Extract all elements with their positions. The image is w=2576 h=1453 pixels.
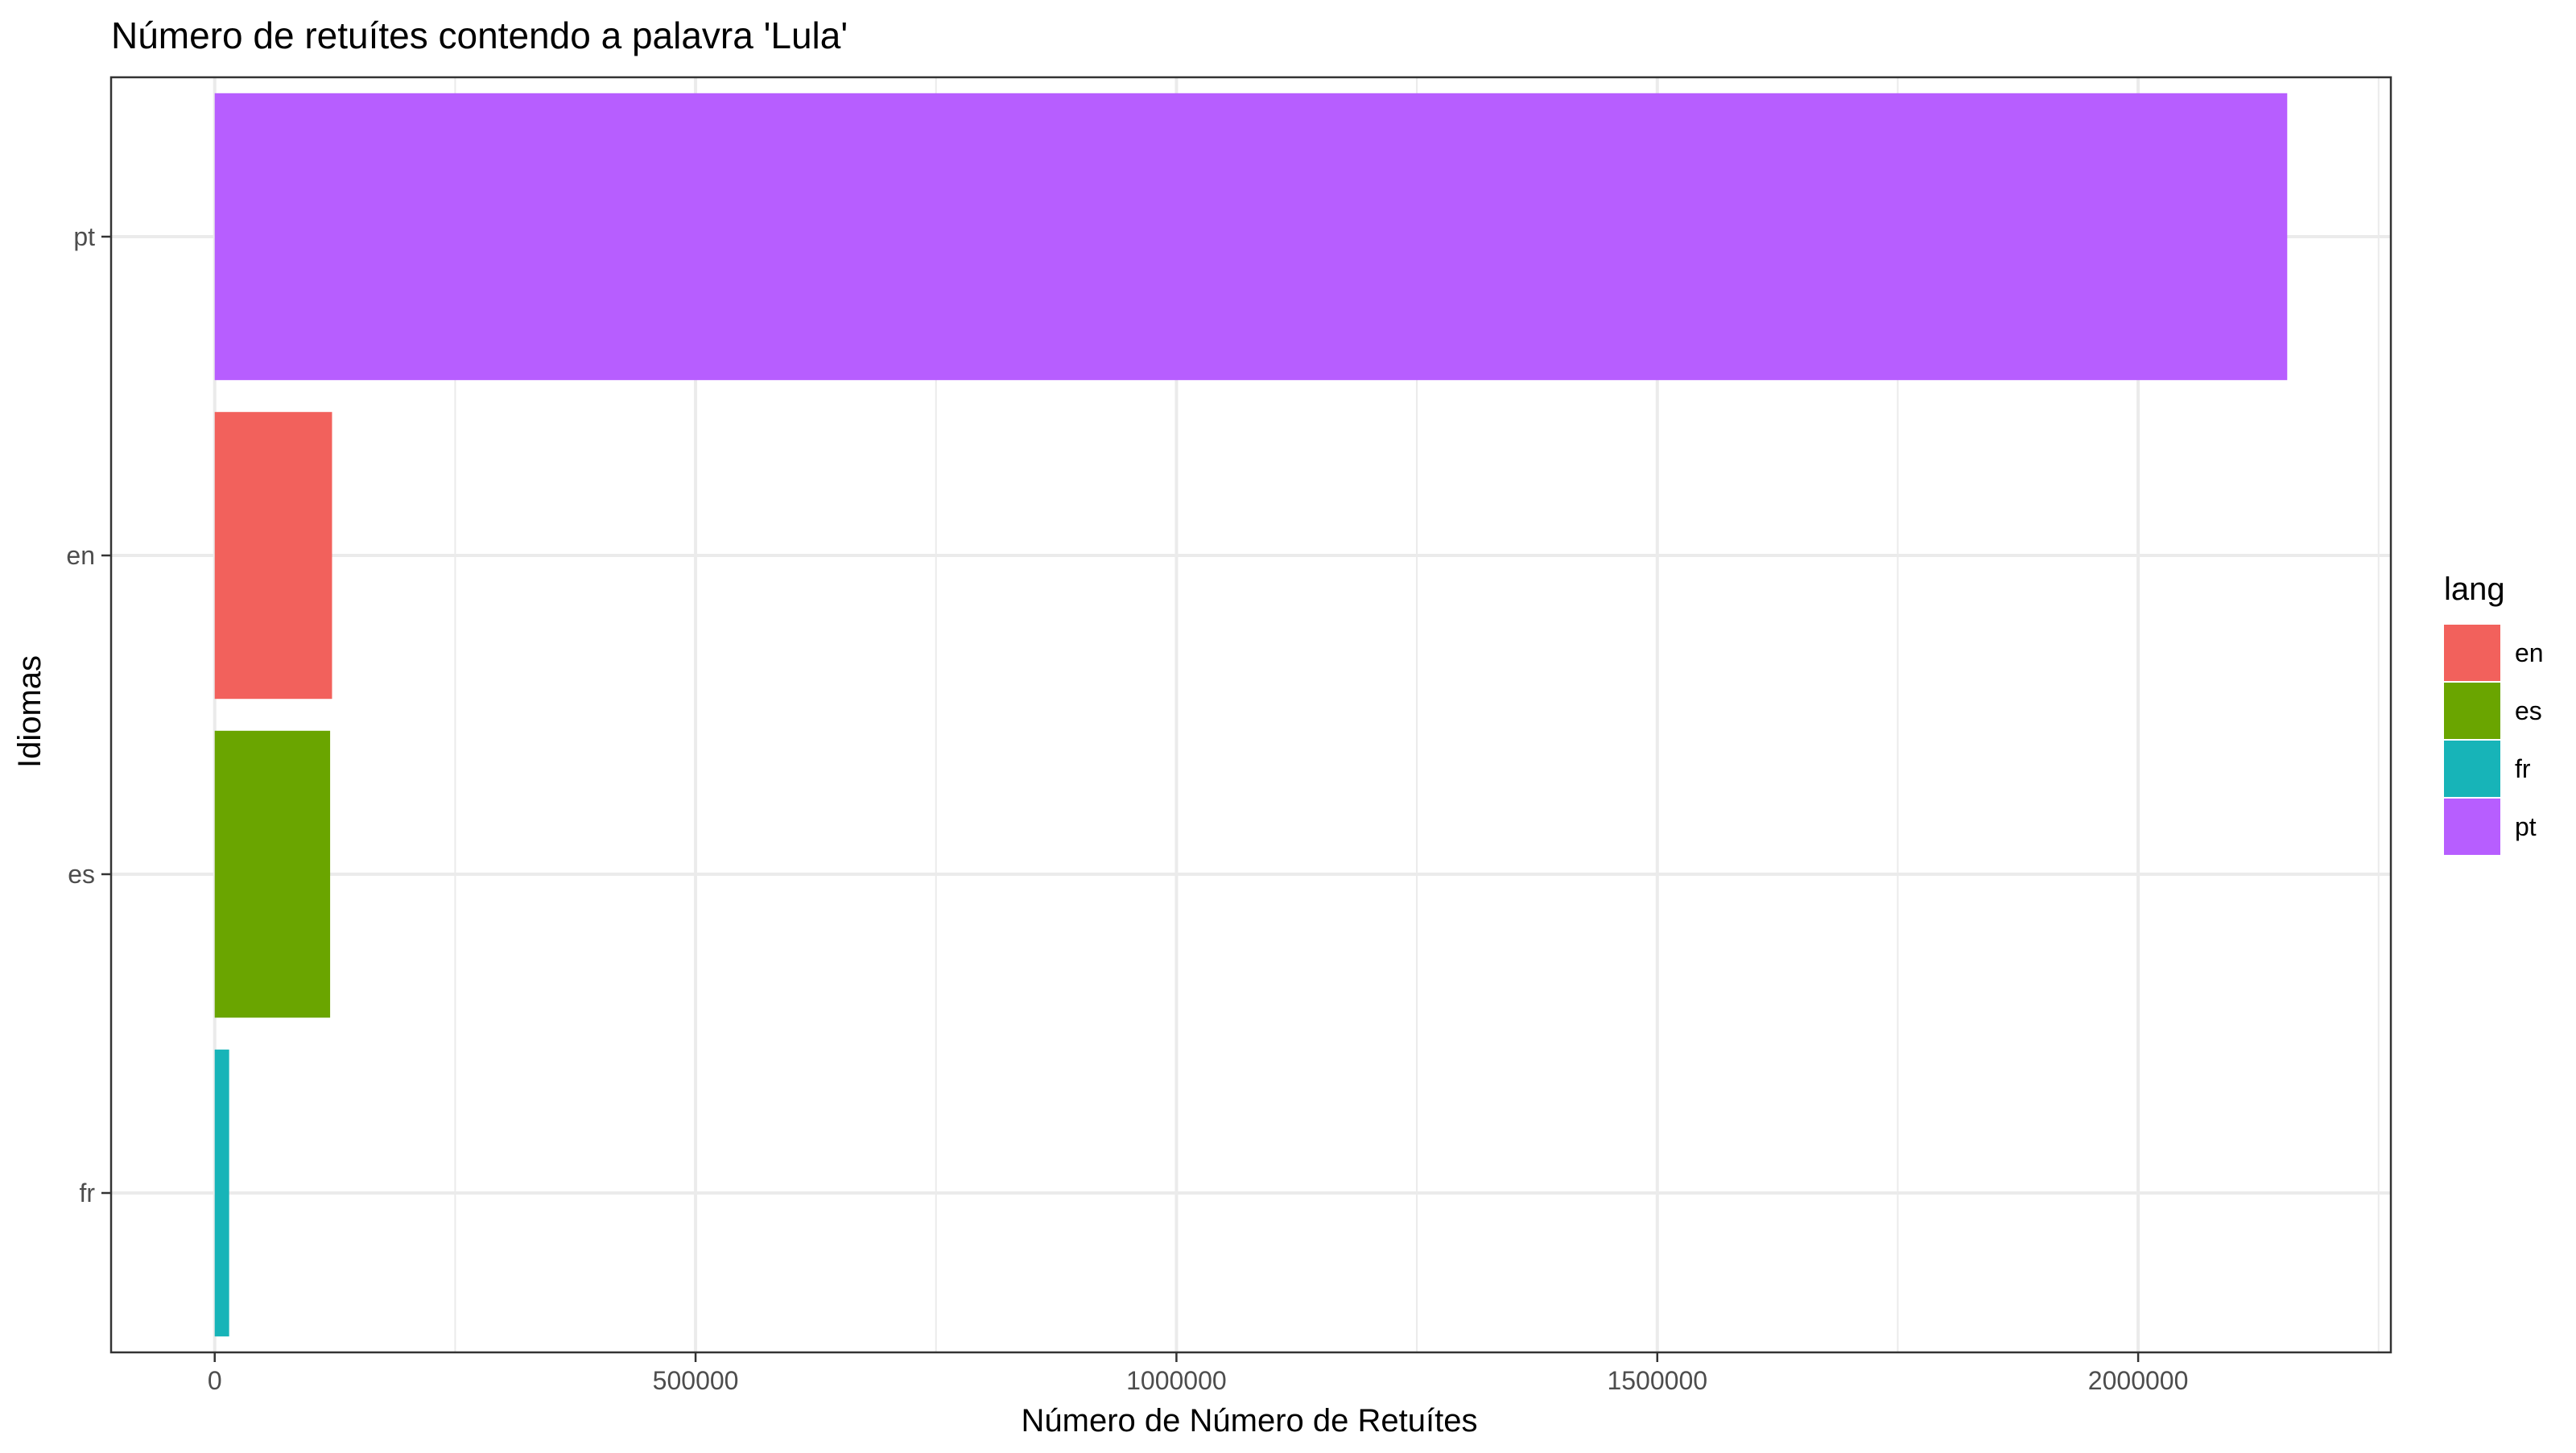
y-tick-label: en: [66, 541, 95, 570]
x-tick-label: 1500000: [1607, 1366, 1707, 1395]
y-tick-label: es: [68, 860, 95, 889]
y-tick-label: fr: [79, 1178, 95, 1207]
legend-key-en: [2444, 625, 2500, 681]
legend-label-en: en: [2515, 638, 2544, 667]
legend-label-pt: pt: [2515, 812, 2537, 841]
legend-label-fr: fr: [2515, 754, 2531, 783]
legend-title: lang: [2444, 572, 2505, 607]
bar-fr: [214, 1049, 229, 1337]
y-tick-label: pt: [73, 222, 95, 251]
plot-panel-border: [109, 76, 2392, 1354]
legend-key-pt: [2444, 799, 2500, 855]
bar-es: [214, 730, 331, 1018]
x-tick-label: 500000: [653, 1366, 739, 1395]
bars: [214, 93, 2288, 1337]
legend-items: en es fr pt: [2444, 625, 2544, 855]
y-axis: pt en es fr: [66, 222, 111, 1207]
chart-title: Número de retuítes contendo a palavra 'L…: [111, 14, 848, 56]
x-tick-label: 0: [208, 1366, 222, 1395]
x-axis-label: Número de Número de Retuítes: [1022, 1403, 1478, 1439]
bar-pt: [214, 93, 2288, 381]
legend-key-fr: [2444, 741, 2500, 797]
bar-en: [214, 411, 332, 700]
x-tick-label: 1000000: [1126, 1366, 1227, 1395]
legend-label-es: es: [2515, 696, 2542, 725]
legend-key-es: [2444, 683, 2500, 739]
x-axis: 0 500000 1000000 1500000 2000000: [208, 1352, 2189, 1395]
y-axis-label: Idiomas: [12, 655, 47, 768]
legend: lang en es fr pt: [2444, 572, 2544, 855]
x-tick-label: 2000000: [2088, 1366, 2189, 1395]
